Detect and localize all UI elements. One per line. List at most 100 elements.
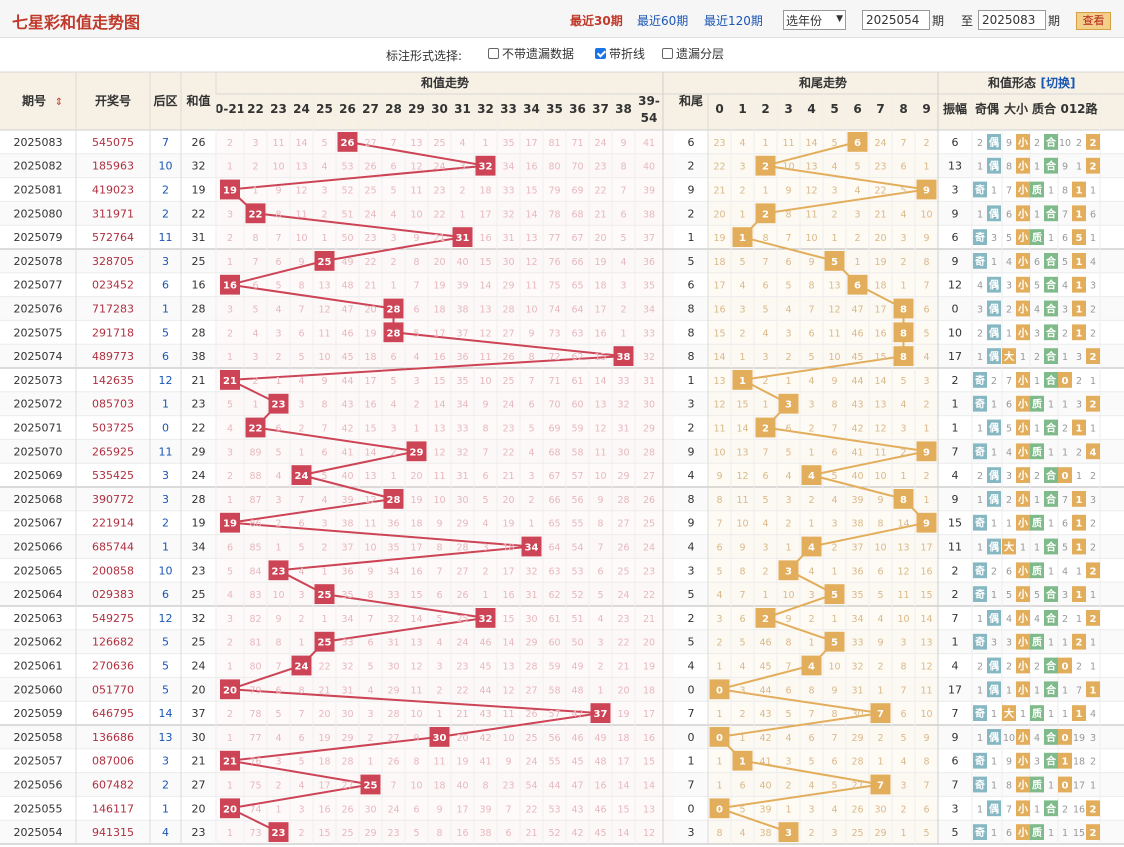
- sum-miss-value: 9: [620, 138, 626, 149]
- sort-icon[interactable]: ⇕: [55, 97, 63, 108]
- from-issue-input[interactable]: 2025054: [862, 10, 930, 30]
- sum-hit-label: 37: [594, 709, 608, 720]
- big-small-hit: 小: [1017, 517, 1028, 530]
- sum-miss-value: 6: [275, 685, 281, 696]
- checkbox-polyline[interactable]: [595, 48, 606, 59]
- link-recent-60[interactable]: 最近60期: [637, 14, 689, 28]
- sum-miss-value: 16: [433, 352, 445, 363]
- sum-cell: 32: [192, 612, 206, 625]
- tail-miss-value: 12: [897, 566, 909, 577]
- sum-miss-value: 18: [410, 519, 422, 530]
- back-cell: 12: [159, 374, 173, 387]
- sum-miss-value: 7: [390, 138, 396, 149]
- sum-miss-value: 58: [571, 447, 583, 458]
- tail-miss-value: 8: [739, 566, 745, 577]
- sum-miss-value: 87: [249, 495, 261, 506]
- sum-miss-value: 14: [617, 781, 629, 792]
- sum-miss-value: 32: [502, 209, 514, 220]
- sum-miss-value: 7: [436, 566, 442, 577]
- route-012-marker: [1072, 491, 1086, 507]
- switch-link[interactable]: [切换]: [1041, 75, 1076, 90]
- option-no-miss[interactable]: 不带遗漏数据: [488, 45, 574, 62]
- odd-even-miss: 1: [991, 447, 997, 458]
- tail-hit-label: 1: [739, 233, 746, 244]
- options-title: 标注形式选择:: [386, 49, 463, 63]
- sum-miss-value: 6: [252, 281, 258, 292]
- to-issue-input[interactable]: 2025083: [978, 10, 1046, 30]
- checkbox-miss-layer[interactable]: [662, 48, 673, 59]
- sum-miss-value: 29: [502, 281, 514, 292]
- sum-miss-value: 4: [227, 424, 233, 435]
- sum-miss-value: 19: [594, 257, 606, 268]
- route-012-hit: 2: [1090, 138, 1097, 149]
- route-012-miss: 1: [1090, 376, 1096, 387]
- tail-miss-value: 10: [713, 447, 725, 458]
- sum-miss-value: 18: [643, 685, 655, 696]
- year-select[interactable]: 选年份 ▼: [783, 10, 846, 30]
- tail-miss-value: 7: [716, 519, 722, 530]
- sum-miss-value: 47: [571, 709, 583, 720]
- sum-miss-value: 42: [341, 424, 353, 435]
- back-cell: 10: [159, 564, 173, 577]
- sum-col-header: 28: [385, 102, 402, 116]
- issue-cell: 2025061: [14, 660, 63, 673]
- odd-even-miss: 3: [977, 305, 983, 316]
- tail-hit-marker: [870, 703, 891, 723]
- sum-miss-value: 3: [620, 281, 626, 292]
- sum-miss-value: 44: [341, 376, 353, 387]
- tail-hit-marker: [893, 489, 914, 509]
- sum-miss-value: 50: [571, 638, 583, 649]
- checkbox-no-miss[interactable]: [488, 48, 499, 59]
- prime-composite-miss: 3: [1034, 328, 1040, 339]
- tail-miss-value: 8: [785, 638, 791, 649]
- sum-miss-value: 30: [364, 804, 376, 815]
- big-small-hit: 小: [1017, 374, 1028, 387]
- big-small-miss: 1: [1020, 543, 1026, 554]
- sum-miss-value: 81: [548, 138, 560, 149]
- sum-miss-value: 80: [548, 162, 560, 173]
- sum-miss-value: 30: [525, 614, 537, 625]
- sum-miss-value: 43: [341, 400, 353, 411]
- sum-col-header: 0-21: [215, 102, 245, 116]
- sum-col-header: 22: [247, 102, 264, 116]
- big-small-hit: 小: [1017, 184, 1028, 197]
- route-012-hit: 5: [1076, 233, 1083, 244]
- to-label: 至: [961, 14, 974, 28]
- link-recent-120[interactable]: 最近120期: [704, 14, 763, 28]
- sum-miss-value: 1: [227, 662, 233, 673]
- option-polyline[interactable]: 带折线: [595, 45, 645, 62]
- tail-miss-value: 5: [762, 495, 768, 506]
- route-012-hit: 0: [1062, 471, 1069, 482]
- tail-hit-label: 3: [785, 400, 792, 411]
- big-small-hit: 小: [1017, 683, 1028, 696]
- prime-composite-miss: 2: [1034, 352, 1040, 363]
- odd-even-hit: 奇: [975, 588, 985, 601]
- tail-miss-value: 3: [900, 781, 906, 792]
- sum-miss-value: 8: [321, 400, 327, 411]
- tail-miss-value: 11: [805, 209, 817, 220]
- sum-miss-value: 16: [364, 400, 376, 411]
- link-recent-30[interactable]: 最近30期: [570, 14, 623, 28]
- prime-composite-miss: 1: [1034, 376, 1040, 387]
- tail-miss-value: 4: [808, 566, 814, 577]
- sum-miss-value: 8: [252, 233, 258, 244]
- sum-miss-value: 27: [643, 471, 655, 482]
- issue-cell: 2025083: [14, 136, 63, 149]
- sum-miss-value: 55: [548, 757, 560, 768]
- route-012-hit: 2: [1090, 804, 1097, 815]
- tail-miss-value: 7: [900, 685, 906, 696]
- sum-miss-value: 29: [617, 471, 629, 482]
- route-012-hit: 1: [1076, 495, 1083, 506]
- issue-cell: 2025073: [14, 374, 63, 387]
- sum-miss-value: 8: [436, 828, 442, 839]
- tail-miss-value: 2: [900, 447, 906, 458]
- sum-miss-value: 15: [643, 757, 655, 768]
- query-button[interactable]: 查看: [1076, 12, 1111, 30]
- back-cell: 1: [162, 398, 169, 411]
- option-miss-layer[interactable]: 遗漏分层: [662, 45, 724, 62]
- col-issue-header[interactable]: 期号: [22, 93, 46, 108]
- sum-miss-value: 22: [364, 257, 376, 268]
- sum-miss-value: 5: [252, 305, 258, 316]
- tail-hit-marker: [847, 274, 868, 295]
- sum-cell: 28: [192, 303, 206, 316]
